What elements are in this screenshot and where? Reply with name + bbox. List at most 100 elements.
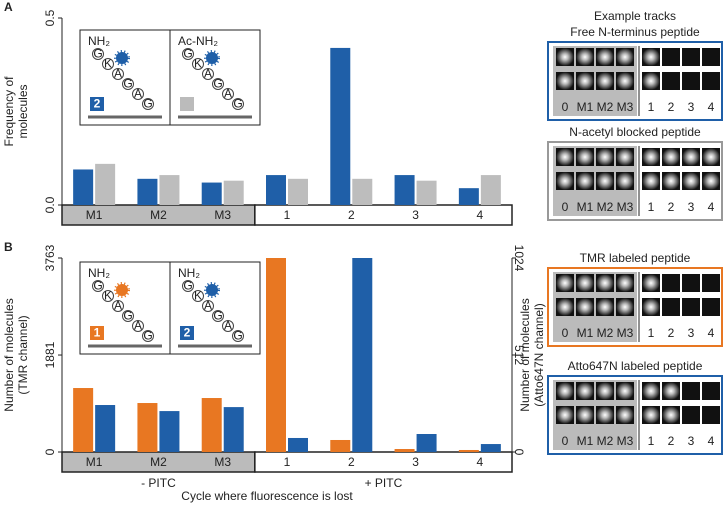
bar bbox=[266, 258, 286, 452]
track-frame bbox=[596, 172, 614, 190]
track-label: M1 bbox=[577, 200, 594, 214]
track-frame bbox=[616, 148, 634, 166]
track-frame bbox=[662, 382, 680, 400]
track-frame bbox=[616, 406, 634, 424]
track-frame bbox=[642, 274, 660, 292]
x-tick-label: 1 bbox=[284, 455, 291, 469]
bar bbox=[288, 437, 308, 452]
amine-label: NH₂ bbox=[88, 266, 110, 280]
track-frame bbox=[662, 298, 680, 316]
residue-label: A bbox=[134, 319, 142, 333]
track-frame bbox=[702, 48, 720, 66]
residue bbox=[112, 300, 124, 312]
bar bbox=[416, 180, 437, 205]
track-frame bbox=[556, 382, 574, 400]
track-frame bbox=[702, 406, 720, 424]
track-frame bbox=[642, 406, 660, 424]
track-group-title: TMR labeled peptide bbox=[580, 251, 691, 265]
amine-label: NH₂ bbox=[178, 266, 200, 280]
track-frame bbox=[576, 274, 594, 292]
fluorophore bbox=[114, 50, 130, 66]
track-label: M2 bbox=[597, 100, 614, 114]
residue-label: A bbox=[224, 319, 232, 333]
track-label: 2 bbox=[668, 326, 675, 340]
panel-label: B bbox=[4, 240, 13, 254]
residue-label: A bbox=[224, 87, 232, 101]
track-label: 1 bbox=[648, 200, 655, 214]
track-frame bbox=[662, 48, 680, 66]
bar bbox=[73, 169, 94, 205]
track-frame bbox=[596, 274, 614, 292]
track-frame bbox=[682, 298, 700, 316]
track-label: M2 bbox=[597, 326, 614, 340]
track-frame bbox=[682, 72, 700, 90]
x-tick-label: M1 bbox=[86, 208, 103, 222]
x-tick-label: 4 bbox=[477, 208, 484, 222]
y-tick-label: 0 bbox=[43, 448, 57, 455]
track-frame bbox=[702, 172, 720, 190]
residue bbox=[182, 48, 194, 60]
bar bbox=[95, 405, 116, 452]
track-frame bbox=[576, 48, 594, 66]
y-axis-label: molecules bbox=[16, 84, 30, 138]
badge bbox=[90, 326, 104, 340]
track-label: M1 bbox=[577, 434, 594, 448]
badge-label: 2 bbox=[94, 97, 101, 111]
y2-tick-label: 0 bbox=[512, 449, 526, 456]
track-label: 3 bbox=[688, 200, 695, 214]
track-label: M2 bbox=[597, 200, 614, 214]
bar bbox=[480, 444, 501, 452]
residue bbox=[102, 290, 114, 302]
y2-tick-label: 1024 bbox=[512, 245, 526, 272]
panel-label: A bbox=[4, 0, 13, 14]
track-frame bbox=[702, 148, 720, 166]
bar bbox=[201, 182, 222, 205]
track-frame bbox=[682, 172, 700, 190]
track-frame bbox=[642, 298, 660, 316]
residue bbox=[212, 78, 224, 90]
residue bbox=[192, 290, 204, 302]
residue-label: A bbox=[204, 67, 212, 81]
track-frame bbox=[596, 406, 614, 424]
y-tick-label: 1881 bbox=[43, 341, 57, 368]
track-frame bbox=[616, 72, 634, 90]
bar bbox=[73, 388, 94, 452]
residue-label: A bbox=[204, 299, 212, 313]
y-axis-label: (TMR channel) bbox=[16, 315, 30, 394]
track-frame bbox=[642, 48, 660, 66]
track-frame bbox=[662, 148, 680, 166]
track-label: 1 bbox=[648, 100, 655, 114]
x-tick-label: 4 bbox=[477, 455, 484, 469]
track-frame bbox=[642, 172, 660, 190]
residue bbox=[182, 280, 194, 292]
track-frame bbox=[616, 172, 634, 190]
residue bbox=[112, 68, 124, 80]
track-label: 2 bbox=[668, 200, 675, 214]
residue bbox=[102, 58, 114, 70]
track-frame bbox=[642, 148, 660, 166]
tracks-title: Example tracks bbox=[594, 9, 676, 23]
residue bbox=[132, 320, 144, 332]
track-frame bbox=[576, 72, 594, 90]
residue bbox=[92, 48, 104, 60]
track-label: M3 bbox=[617, 326, 634, 340]
track-frame bbox=[682, 382, 700, 400]
y2-axis-label: Number of molecules bbox=[518, 298, 532, 411]
x-tick-label: M1 bbox=[86, 455, 103, 469]
track-frame bbox=[662, 172, 680, 190]
residue-label: G bbox=[183, 279, 192, 293]
track-frame bbox=[556, 48, 574, 66]
track-label: 3 bbox=[688, 434, 695, 448]
track-frame bbox=[556, 172, 574, 190]
residue-label: G bbox=[183, 47, 192, 61]
bar bbox=[223, 180, 244, 205]
track-frame bbox=[556, 72, 574, 90]
bar bbox=[159, 411, 180, 452]
track-label: M3 bbox=[617, 434, 634, 448]
residue bbox=[192, 58, 204, 70]
residue-label: G bbox=[93, 279, 102, 293]
bar bbox=[330, 47, 351, 205]
track-frame bbox=[682, 274, 700, 292]
residue bbox=[122, 310, 134, 322]
